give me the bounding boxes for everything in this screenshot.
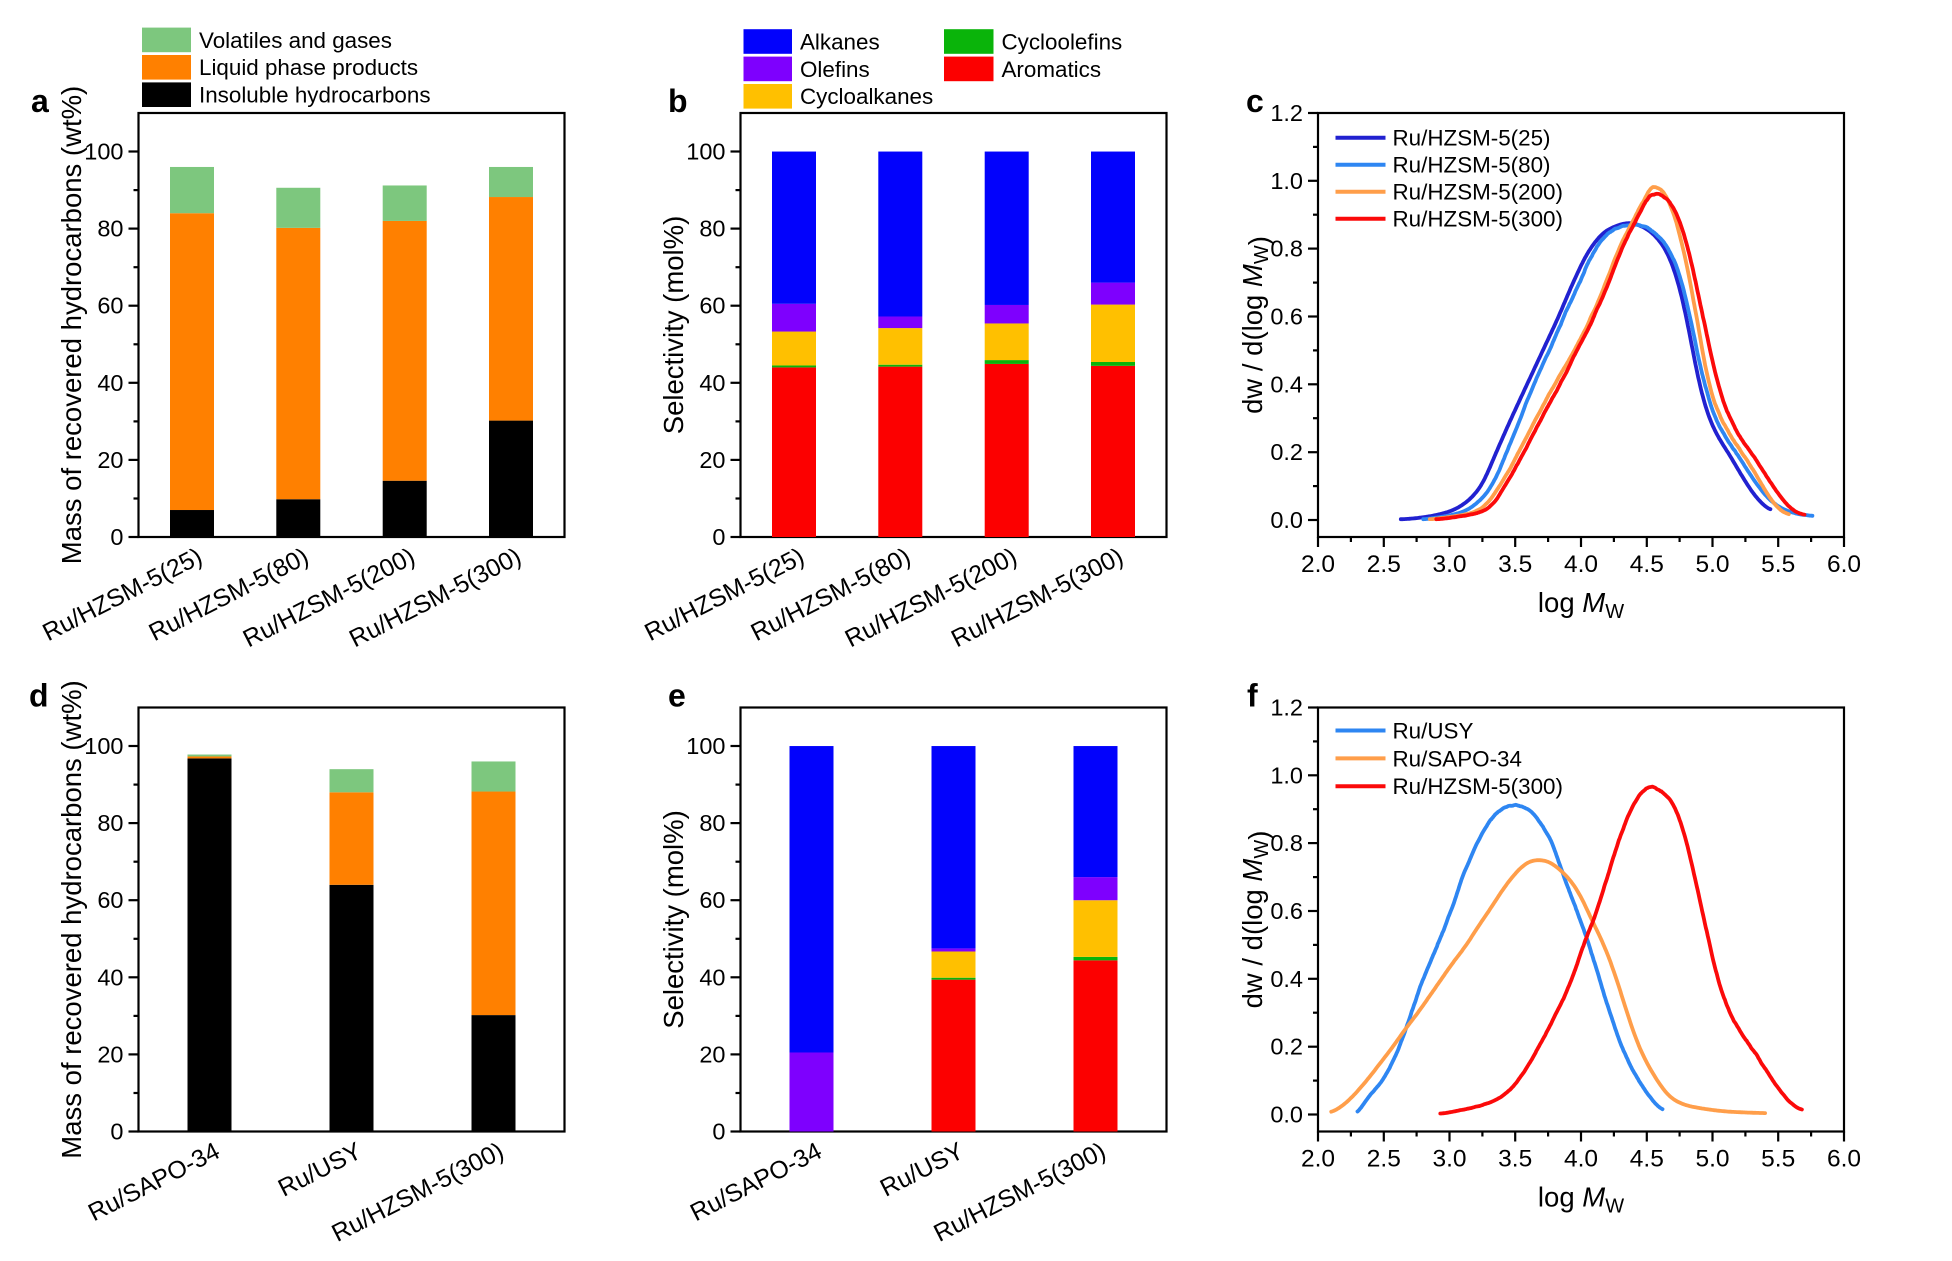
svg-text:60: 60 xyxy=(699,887,725,913)
svg-text:2.0: 2.0 xyxy=(1301,1146,1335,1173)
svg-text:5.0: 5.0 xyxy=(1695,551,1729,578)
svg-text:Ru/USY: Ru/USY xyxy=(1393,718,1474,743)
svg-text:0.2: 0.2 xyxy=(1270,439,1303,465)
svg-text:d: d xyxy=(29,678,49,714)
svg-text:80: 80 xyxy=(699,216,725,242)
svg-text:4.0: 4.0 xyxy=(1564,551,1598,578)
svg-text:100: 100 xyxy=(686,733,725,759)
svg-text:0.6: 0.6 xyxy=(1270,898,1303,924)
svg-text:4.5: 4.5 xyxy=(1630,1146,1664,1173)
svg-text:Insoluble hydrocarbons: Insoluble hydrocarbons xyxy=(199,83,431,108)
svg-text:20: 20 xyxy=(97,1041,123,1067)
svg-text:60: 60 xyxy=(699,293,725,319)
svg-text:40: 40 xyxy=(699,964,725,990)
svg-text:0.8: 0.8 xyxy=(1270,236,1303,262)
svg-text:2.5: 2.5 xyxy=(1367,551,1401,578)
svg-text:Alkanes: Alkanes xyxy=(800,29,880,54)
svg-text:20: 20 xyxy=(699,447,725,473)
svg-text:Ru/HZSM-5(200): Ru/HZSM-5(200) xyxy=(1393,180,1563,205)
svg-text:5.0: 5.0 xyxy=(1695,1146,1729,1173)
svg-text:1.0: 1.0 xyxy=(1270,168,1303,194)
svg-text:dw / d(log MW): dw / d(log MW) xyxy=(1237,236,1274,414)
svg-text:40: 40 xyxy=(97,964,123,990)
svg-text:0: 0 xyxy=(712,1119,725,1145)
svg-text:60: 60 xyxy=(97,293,123,319)
svg-text:100: 100 xyxy=(686,139,725,165)
svg-text:Selectivity (mol%): Selectivity (mol%) xyxy=(658,810,689,1029)
svg-text:6.0: 6.0 xyxy=(1827,551,1861,578)
svg-text:Mass of recovered hydrocarbons: Mass of recovered hydrocarbons (wt%) xyxy=(56,86,87,564)
svg-text:Ru/HZSM-5(300): Ru/HZSM-5(300) xyxy=(1393,207,1563,232)
svg-text:6.0: 6.0 xyxy=(1827,1146,1861,1173)
svg-text:20: 20 xyxy=(97,447,123,473)
svg-text:0.0: 0.0 xyxy=(1270,507,1303,533)
svg-text:4.5: 4.5 xyxy=(1630,551,1664,578)
svg-text:a: a xyxy=(31,83,49,119)
svg-text:60: 60 xyxy=(97,887,123,913)
svg-text:Ru/HZSM-5(25): Ru/HZSM-5(25) xyxy=(1393,126,1551,151)
svg-text:100: 100 xyxy=(84,139,123,165)
svg-text:Ru/HZSM-5(80): Ru/HZSM-5(80) xyxy=(1393,153,1551,178)
svg-text:1.2: 1.2 xyxy=(1270,100,1303,126)
svg-text:Cycloalkanes: Cycloalkanes xyxy=(800,84,933,109)
svg-text:b: b xyxy=(668,83,688,119)
svg-text:e: e xyxy=(668,678,686,714)
svg-text:5.5: 5.5 xyxy=(1761,1146,1795,1173)
svg-text:Volatiles and gases: Volatiles and gases xyxy=(199,28,392,53)
svg-text:Selectivity (mol%): Selectivity (mol%) xyxy=(658,216,689,435)
svg-text:0: 0 xyxy=(712,524,725,550)
svg-text:1.0: 1.0 xyxy=(1270,762,1303,788)
svg-text:3.0: 3.0 xyxy=(1432,551,1466,578)
svg-text:Ru/SAPO-34: Ru/SAPO-34 xyxy=(1393,746,1522,771)
svg-text:c: c xyxy=(1246,83,1264,119)
svg-text:40: 40 xyxy=(699,370,725,396)
svg-text:0.2: 0.2 xyxy=(1270,1034,1303,1060)
svg-text:0.6: 0.6 xyxy=(1270,304,1303,330)
svg-text:Cycloolefins: Cycloolefins xyxy=(1002,29,1123,54)
svg-text:0.8: 0.8 xyxy=(1270,830,1303,856)
svg-text:20: 20 xyxy=(699,1041,725,1067)
svg-text:0: 0 xyxy=(110,1119,123,1145)
svg-text:4.0: 4.0 xyxy=(1564,1146,1598,1173)
svg-text:Ru/HZSM-5(300): Ru/HZSM-5(300) xyxy=(1393,774,1563,799)
svg-text:0.0: 0.0 xyxy=(1270,1102,1303,1128)
svg-text:f: f xyxy=(1247,678,1258,714)
svg-text:Aromatics: Aromatics xyxy=(1002,57,1102,82)
svg-text:1.2: 1.2 xyxy=(1270,695,1303,721)
svg-text:0.4: 0.4 xyxy=(1270,966,1303,992)
svg-text:0: 0 xyxy=(110,524,123,550)
svg-text:100: 100 xyxy=(84,733,123,759)
svg-text:Mass of recovered hydrocarbons: Mass of recovered hydrocarbons (wt%) xyxy=(56,680,87,1158)
svg-text:Olefins: Olefins xyxy=(800,57,870,82)
svg-text:80: 80 xyxy=(97,810,123,836)
svg-text:80: 80 xyxy=(699,810,725,836)
svg-text:2.0: 2.0 xyxy=(1301,551,1335,578)
svg-text:3.5: 3.5 xyxy=(1498,1146,1532,1173)
svg-text:3.5: 3.5 xyxy=(1498,551,1532,578)
svg-text:80: 80 xyxy=(97,216,123,242)
svg-text:2.5: 2.5 xyxy=(1367,1146,1401,1173)
svg-text:dw / d(log MW): dw / d(log MW) xyxy=(1237,831,1274,1009)
svg-text:3.0: 3.0 xyxy=(1432,1146,1466,1173)
svg-text:40: 40 xyxy=(97,370,123,396)
svg-text:0.4: 0.4 xyxy=(1270,371,1303,397)
svg-text:5.5: 5.5 xyxy=(1761,551,1795,578)
svg-text:Liquid phase products: Liquid phase products xyxy=(199,55,418,80)
